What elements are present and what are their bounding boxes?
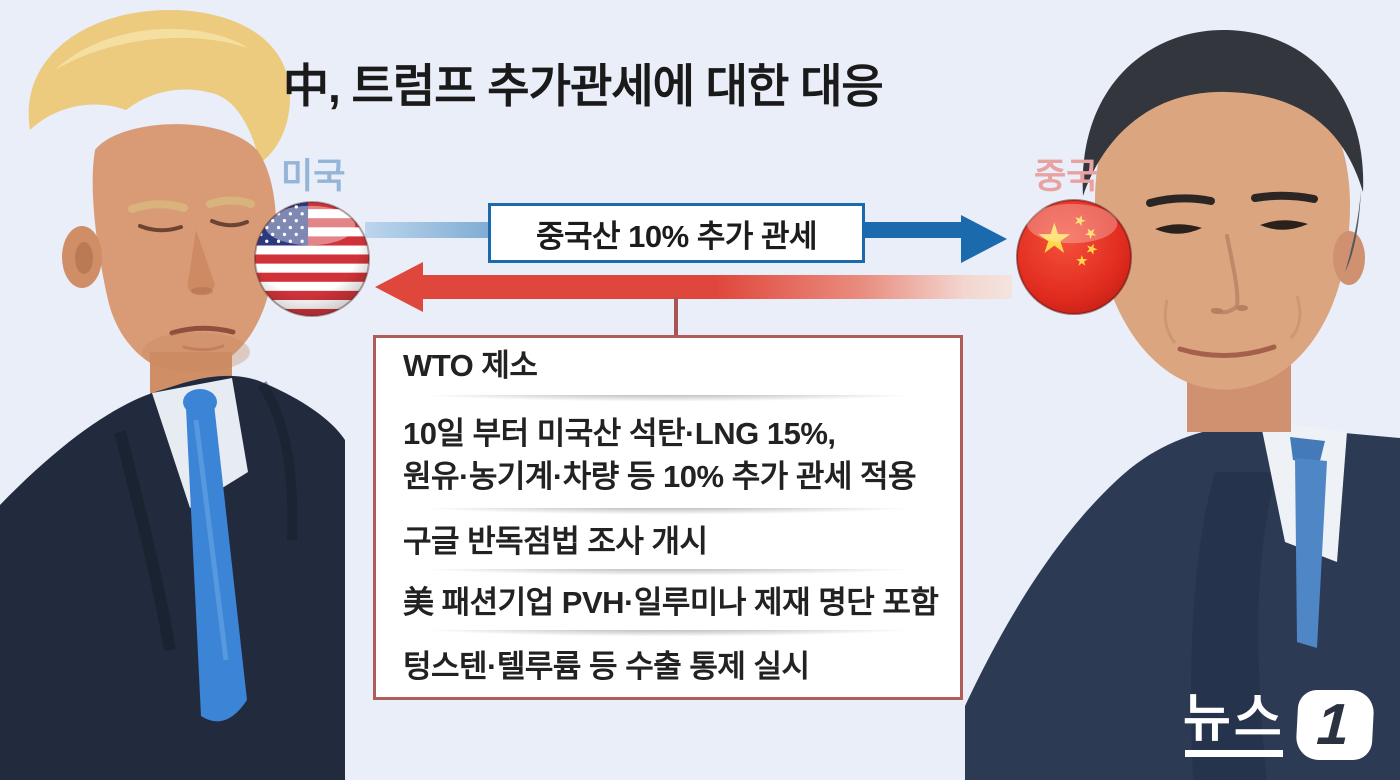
cn-country-label: 중국 (1034, 157, 1099, 196)
news1-logo-number: 1 (1314, 692, 1351, 757)
row-divider (378, 395, 958, 403)
list-item: 美 패션기업 PVH·일루미나 제재 명단 포함 (403, 585, 939, 621)
row-divider (378, 630, 958, 638)
trump-photo (0, 9, 345, 780)
page-title: 中, 트럼프 추가관세에 대한 대응 (283, 60, 884, 112)
list-item: 텅스텐·텔루륨 등 수출 통제 실시 (403, 649, 810, 685)
cn-flag-icon (1015, 198, 1133, 316)
us-to-cn-arrowhead-icon (961, 215, 1007, 263)
news1-logo-text: 뉴스 (1183, 693, 1285, 757)
news1-logo: 뉴스 1 (1183, 690, 1375, 760)
response-list-box: WTO 제소 10일 부터 미국산 석탄·LNG 15%, 원유·농기계·차량 … (373, 335, 963, 700)
cn-to-us-arrow-bar (420, 275, 1012, 299)
list-item: 10일 부터 미국산 석탄·LNG 15%, 원유·농기계·차량 등 10% 추… (403, 415, 917, 494)
tariff-label-box: 중국산 10% 추가 관세 (488, 203, 865, 263)
tariff-label: 중국산 10% 추가 관세 (535, 218, 818, 254)
list-item: WTO 제소 (403, 348, 538, 384)
cn-to-us-arrowhead-icon (375, 262, 423, 312)
us-flag-icon (253, 200, 371, 318)
xi-photo (965, 29, 1400, 780)
list-item: 구글 반독점법 조사 개시 (403, 524, 708, 560)
news1-logo-badge: 1 (1294, 690, 1375, 760)
us-country-label: 미국 (281, 157, 346, 196)
row-divider (378, 569, 958, 577)
connector-line (674, 297, 678, 335)
row-divider (378, 508, 958, 516)
